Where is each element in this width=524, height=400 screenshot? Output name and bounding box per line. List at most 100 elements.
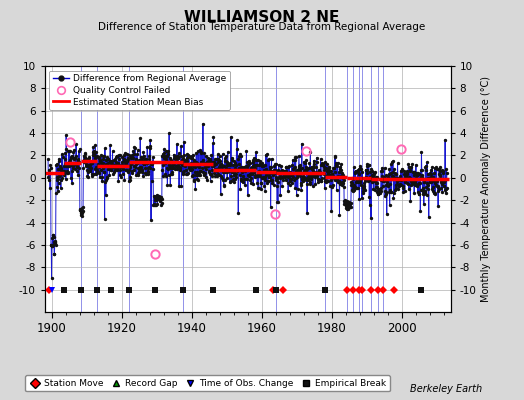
Point bbox=[113, 153, 121, 159]
Point bbox=[311, 173, 319, 180]
Point bbox=[224, 165, 233, 172]
Point bbox=[197, 149, 205, 156]
Point bbox=[365, 162, 373, 168]
Point bbox=[158, 196, 166, 202]
Point bbox=[47, 242, 55, 248]
Point bbox=[423, 159, 431, 165]
Point bbox=[104, 156, 113, 162]
Point bbox=[170, 155, 179, 161]
Point bbox=[204, 169, 213, 175]
Point bbox=[232, 174, 240, 180]
Point bbox=[111, 167, 119, 173]
Point bbox=[67, 154, 75, 161]
Point bbox=[313, 176, 322, 183]
Point bbox=[134, 147, 142, 154]
Point bbox=[47, 165, 55, 172]
Point bbox=[116, 174, 125, 180]
Point bbox=[199, 172, 208, 178]
Point bbox=[79, 208, 87, 214]
Point bbox=[436, 168, 444, 174]
Point bbox=[230, 178, 238, 185]
Point bbox=[110, 162, 118, 168]
Point bbox=[74, 156, 83, 162]
Point bbox=[49, 234, 58, 240]
Point bbox=[46, 170, 54, 176]
Point bbox=[279, 177, 288, 184]
Point bbox=[311, 173, 320, 179]
Point bbox=[372, 174, 380, 180]
Point bbox=[416, 180, 424, 186]
Point bbox=[108, 164, 117, 170]
Point bbox=[414, 180, 422, 187]
Point bbox=[270, 182, 278, 188]
Point bbox=[332, 162, 341, 168]
Point bbox=[57, 184, 65, 191]
Point bbox=[77, 208, 85, 215]
Point bbox=[113, 167, 122, 173]
Point bbox=[230, 168, 238, 175]
Point bbox=[59, 168, 68, 174]
Point bbox=[151, 202, 159, 208]
Point bbox=[183, 170, 192, 176]
Point bbox=[217, 160, 225, 167]
Point bbox=[309, 158, 318, 164]
Point bbox=[363, 170, 371, 176]
Y-axis label: Monthly Temperature Anomaly Difference (°C): Monthly Temperature Anomaly Difference (… bbox=[481, 76, 490, 302]
Point bbox=[84, 174, 93, 181]
Point bbox=[182, 154, 191, 161]
Point bbox=[255, 161, 264, 167]
Point bbox=[318, 160, 326, 166]
Point bbox=[399, 189, 407, 195]
Point bbox=[134, 170, 142, 176]
Point bbox=[80, 158, 89, 165]
Point bbox=[375, 190, 384, 196]
Point bbox=[84, 169, 92, 176]
Point bbox=[153, 201, 161, 207]
Point bbox=[396, 176, 404, 182]
Point bbox=[293, 186, 302, 193]
Point bbox=[223, 159, 231, 165]
Point bbox=[312, 164, 321, 170]
Point bbox=[187, 166, 195, 173]
Point bbox=[289, 174, 298, 180]
Point bbox=[260, 167, 268, 173]
Point bbox=[54, 158, 63, 164]
Point bbox=[154, 196, 162, 202]
Point bbox=[131, 145, 139, 151]
Point bbox=[149, 202, 158, 208]
Point bbox=[86, 160, 95, 166]
Point bbox=[154, 194, 162, 200]
Point bbox=[223, 175, 232, 181]
Point bbox=[176, 160, 184, 166]
Point bbox=[289, 166, 297, 172]
Point bbox=[351, 170, 359, 176]
Point bbox=[239, 179, 247, 186]
Point bbox=[139, 152, 148, 159]
Point bbox=[439, 176, 447, 182]
Point bbox=[254, 156, 262, 163]
Point bbox=[441, 176, 450, 182]
Point bbox=[416, 208, 424, 214]
Point bbox=[83, 157, 92, 164]
Point bbox=[123, 151, 132, 157]
Point bbox=[64, 148, 73, 154]
Point bbox=[422, 184, 431, 190]
Point bbox=[277, 169, 286, 176]
Point bbox=[229, 162, 237, 168]
Point bbox=[46, 162, 54, 168]
Point bbox=[216, 158, 225, 164]
Point bbox=[424, 182, 433, 188]
Point bbox=[205, 168, 214, 174]
Point bbox=[369, 186, 377, 192]
Point bbox=[166, 164, 174, 170]
Point bbox=[431, 180, 439, 186]
Point bbox=[227, 134, 235, 140]
Point bbox=[66, 157, 74, 164]
Point bbox=[216, 191, 225, 197]
Point bbox=[115, 172, 124, 178]
Point bbox=[319, 161, 327, 168]
Point bbox=[412, 175, 420, 182]
Point bbox=[411, 178, 419, 184]
Point bbox=[81, 155, 89, 161]
Point bbox=[104, 166, 113, 172]
